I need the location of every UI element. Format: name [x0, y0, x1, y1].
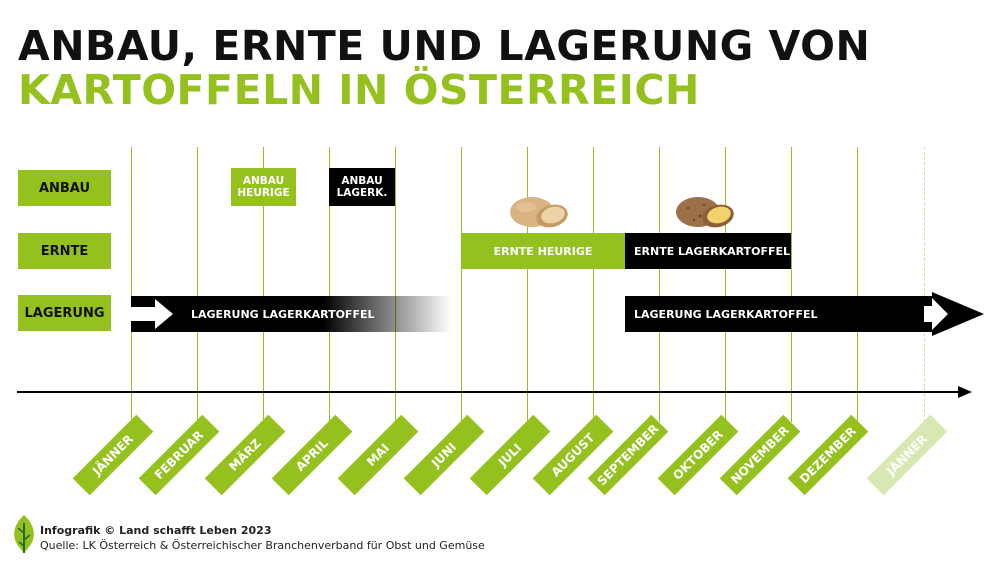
- row-label-lagerung: LAGERUNG: [18, 295, 111, 331]
- gridline-juni: [461, 147, 462, 422]
- ernte-lagerkartoffel-bar: ERNTE LAGERKARTOFFEL: [625, 233, 791, 269]
- arrow-head-icon: [924, 292, 984, 336]
- gridline-november: [791, 147, 792, 422]
- gridline-maerz: [263, 147, 264, 422]
- gridline-februar: [197, 147, 198, 422]
- gridline-jaenner-next: [924, 147, 925, 422]
- row-label-ernte: ERNTE: [18, 233, 111, 269]
- month-label-juni: JUNI: [403, 414, 485, 496]
- lagerung-early-bar: LAGERUNG LAGERKARTOFFEL: [131, 296, 451, 332]
- month-label-mai: MAI: [337, 414, 419, 496]
- gridline-oktober: [725, 147, 726, 422]
- gridline-juli: [527, 147, 528, 422]
- anbau-lagerk-line-2: LAGERK.: [336, 187, 388, 199]
- potato-icon: [676, 197, 734, 228]
- anbau-lagerk-tag: ANBAU LAGERK.: [329, 168, 395, 206]
- title-line-1: ANBAU, ERNTE UND LAGERUNG VON: [18, 22, 871, 70]
- ernte-heurige-bar: ERNTE HEURIGE: [461, 233, 625, 269]
- month-label-jaenner-next: JÄNNER: [866, 414, 948, 496]
- potato-icon: [510, 197, 568, 228]
- month-label-februar: FEBRUAR: [138, 414, 220, 496]
- anbau-lagerk-line-1: ANBAU: [341, 174, 383, 187]
- gridline-april: [329, 147, 330, 422]
- gridline-september: [659, 147, 660, 422]
- month-label-april: APRIL: [271, 414, 353, 496]
- gridline-mai: [395, 147, 396, 422]
- gridline-jaenner: [131, 147, 132, 422]
- gridline-dezember: [857, 147, 858, 422]
- lagerung-late-bar: LAGERUNG LAGERKARTOFFEL: [625, 296, 930, 332]
- anbau-heurige-line-2: HEURIGE: [237, 187, 290, 199]
- anbau-heurige-line-1: ANBAU: [242, 174, 285, 187]
- footer-source: Quelle: LK Österreich & Österreichischer…: [40, 539, 485, 552]
- anbau-heurige-tag: ANBAU HEURIGE: [231, 168, 296, 206]
- gridline-august: [593, 147, 594, 422]
- month-label-jaenner: JÄNNER: [72, 414, 154, 496]
- title-line-2: KARTOFFELN IN ÖSTERREICH: [18, 66, 700, 114]
- timeline-axis: [17, 386, 972, 398]
- footer-credit: Infografik © Land schafft Leben 2023: [40, 524, 272, 537]
- leaf-logo-icon: [14, 515, 34, 553]
- month-label-dezember: DEZEMBER: [787, 414, 869, 496]
- row-label-anbau: ANBAU: [18, 170, 111, 206]
- month-label-maerz: MÄRZ: [204, 414, 286, 496]
- arrow-right-icon: [131, 299, 173, 329]
